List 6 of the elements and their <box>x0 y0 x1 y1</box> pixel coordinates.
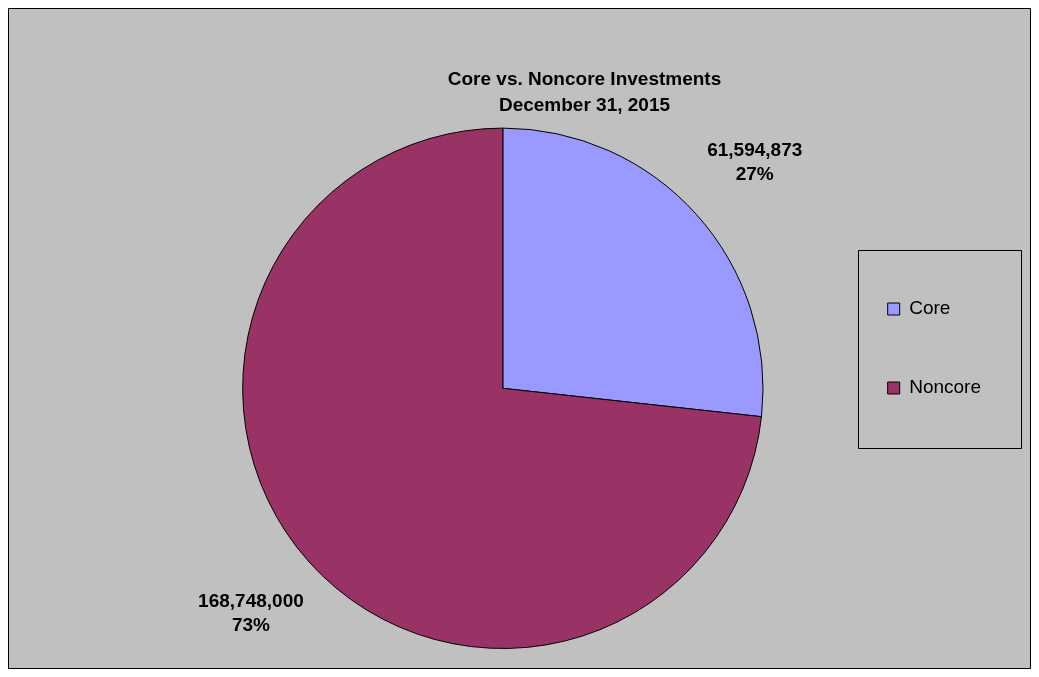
chart-subtitle: December 31, 2015 <box>498 94 671 116</box>
chart-title: Core vs. Noncore Investments <box>447 67 722 89</box>
data-label: 168,748,000 73% <box>198 590 304 636</box>
legend-label: Core <box>909 297 951 319</box>
legend-label: Noncore <box>909 376 982 398</box>
data-label: 61,594,873 27% <box>707 138 803 184</box>
